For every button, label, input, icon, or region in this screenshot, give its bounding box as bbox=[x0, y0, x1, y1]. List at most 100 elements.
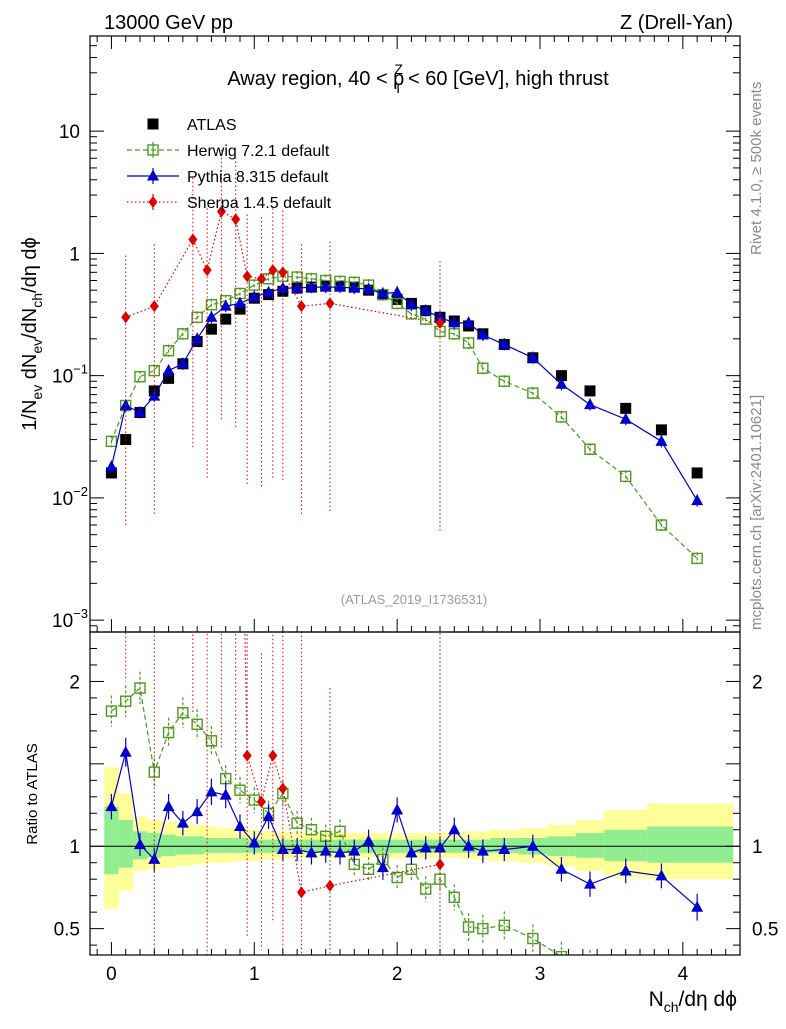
data-point bbox=[527, 932, 539, 945]
data-point bbox=[334, 846, 346, 858]
data-point bbox=[177, 328, 189, 340]
data-point bbox=[621, 962, 631, 972]
ratio-series-line bbox=[110, 752, 698, 908]
data-point bbox=[434, 310, 446, 322]
series-pythia bbox=[105, 280, 704, 507]
data-point bbox=[162, 726, 175, 739]
legend-entry: Pythia 8.315 default bbox=[127, 168, 329, 186]
band-inner bbox=[575, 833, 605, 858]
data-point bbox=[162, 344, 175, 357]
data-point bbox=[405, 846, 418, 858]
y-tick-label: 1 bbox=[69, 244, 80, 265]
y-tick-label: 10−3 bbox=[52, 606, 88, 632]
data-point bbox=[584, 877, 596, 889]
data-point bbox=[691, 900, 704, 912]
data-point bbox=[147, 144, 159, 156]
data-point bbox=[526, 351, 539, 363]
data-point bbox=[205, 735, 218, 747]
data-point bbox=[149, 300, 159, 313]
legend: ATLAS Herwig 7.2.1 default Pythia 8.315 de… bbox=[127, 117, 332, 212]
data-point bbox=[147, 169, 159, 181]
data-point bbox=[105, 435, 118, 448]
series-atlas bbox=[105, 280, 703, 479]
y-axis-label: 1/Nev dNev/dNch/dη dϕ bbox=[19, 237, 45, 430]
data-point bbox=[219, 788, 232, 800]
data-point bbox=[234, 819, 246, 831]
band-inner bbox=[104, 806, 119, 875]
data-point bbox=[231, 213, 241, 226]
series-herwig bbox=[105, 270, 703, 565]
ratio-y-tick-label: 1 bbox=[69, 837, 80, 858]
data-point bbox=[655, 519, 668, 531]
data-point bbox=[134, 371, 146, 383]
legend-entry: Sherpa 1.4.5 default bbox=[127, 194, 332, 212]
x-tick-label: 1 bbox=[249, 964, 260, 985]
data-point bbox=[248, 279, 260, 291]
data-point bbox=[234, 296, 246, 308]
data-point bbox=[176, 357, 189, 369]
data-point bbox=[147, 118, 159, 130]
band-inner bbox=[161, 834, 177, 857]
ratio-series-pythia bbox=[105, 737, 704, 921]
y-tick-label: 10 bbox=[59, 122, 80, 143]
ratio-y-tick-label-right: 1 bbox=[752, 837, 763, 858]
data-point bbox=[191, 718, 203, 730]
data-point bbox=[188, 233, 198, 246]
series-sherpa bbox=[121, 149, 445, 531]
data-point bbox=[291, 281, 304, 293]
data-point bbox=[256, 272, 266, 285]
data-point bbox=[391, 871, 403, 884]
data-point bbox=[105, 800, 118, 812]
band-inner bbox=[204, 837, 219, 853]
x-tick-label: 2 bbox=[392, 964, 403, 985]
data-point bbox=[477, 922, 489, 935]
ratio-panel-frame bbox=[89, 631, 741, 956]
mcplots-credit-label: mcplots.cern.ch [arXiv:2401.10621] bbox=[748, 395, 765, 630]
data-point bbox=[296, 886, 306, 899]
header-process-label: Z (Drell-Yan) bbox=[620, 12, 733, 34]
data-point bbox=[391, 285, 404, 297]
data-point bbox=[191, 805, 204, 817]
series-line bbox=[110, 286, 698, 501]
data-point bbox=[177, 707, 189, 719]
data-point bbox=[435, 858, 445, 871]
data-point bbox=[462, 337, 475, 349]
data-point bbox=[216, 205, 226, 218]
data-point bbox=[526, 839, 539, 851]
data-point bbox=[692, 973, 702, 983]
data-point bbox=[163, 372, 175, 384]
data-point bbox=[691, 494, 704, 506]
y-tick-label: 10−1 bbox=[52, 362, 88, 388]
data-point bbox=[655, 869, 668, 881]
data-point bbox=[148, 196, 158, 208]
header-collision-label: 13000 GeV pp bbox=[104, 12, 233, 34]
data-point bbox=[462, 839, 475, 851]
data-point bbox=[203, 494, 212, 506]
data-point bbox=[134, 838, 146, 850]
x-tick-label: 4 bbox=[678, 964, 689, 985]
data-point bbox=[691, 467, 703, 479]
legend-label: ATLAS bbox=[187, 117, 237, 134]
data-point bbox=[176, 816, 189, 828]
data-point bbox=[434, 841, 446, 853]
data-point bbox=[262, 285, 275, 297]
data-point bbox=[191, 332, 204, 344]
data-point bbox=[555, 370, 567, 382]
data-point bbox=[205, 310, 218, 322]
data-point bbox=[325, 297, 335, 310]
data-point bbox=[268, 749, 278, 762]
band-inner bbox=[147, 833, 162, 858]
y-tick-label: 10−2 bbox=[52, 484, 88, 510]
data-point bbox=[220, 313, 232, 325]
data-point bbox=[391, 803, 404, 815]
data-point bbox=[462, 921, 475, 933]
data-point bbox=[148, 389, 161, 401]
main-panel-content bbox=[105, 149, 704, 565]
data-point bbox=[620, 402, 632, 414]
analysis-tag: (ATLAS_2019_I1736531) bbox=[341, 592, 487, 607]
ratio-series-sherpa bbox=[125, 494, 445, 955]
band-inner bbox=[118, 819, 134, 868]
ratio-uncertainty-bands bbox=[90, 767, 740, 909]
data-point bbox=[448, 316, 461, 328]
data-point bbox=[134, 405, 146, 417]
